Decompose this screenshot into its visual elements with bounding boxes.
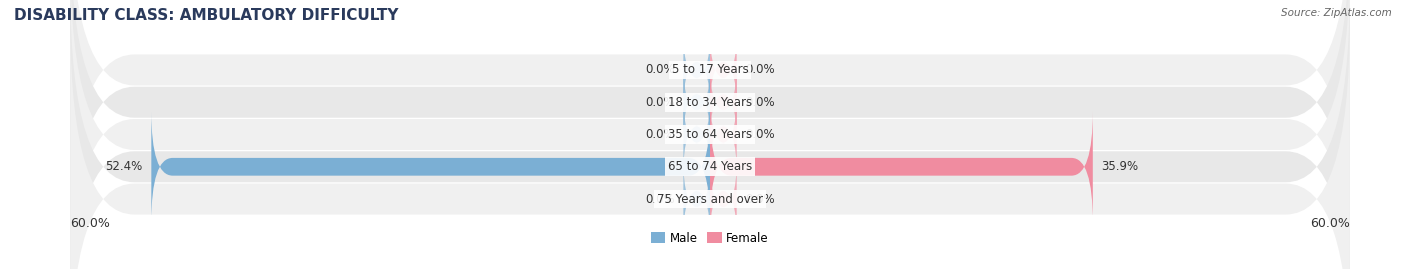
Text: 65 to 74 Years: 65 to 74 Years <box>668 160 752 173</box>
Text: 0.0%: 0.0% <box>645 128 675 141</box>
Text: Source: ZipAtlas.com: Source: ZipAtlas.com <box>1281 8 1392 18</box>
FancyBboxPatch shape <box>710 111 1092 222</box>
Text: 0.0%: 0.0% <box>745 193 775 206</box>
Text: 35.9%: 35.9% <box>1101 160 1139 173</box>
FancyBboxPatch shape <box>683 95 710 174</box>
Text: 52.4%: 52.4% <box>105 160 143 173</box>
Text: 60.0%: 60.0% <box>1310 217 1350 230</box>
FancyBboxPatch shape <box>70 21 1350 269</box>
FancyBboxPatch shape <box>683 63 710 142</box>
FancyBboxPatch shape <box>70 0 1350 248</box>
FancyBboxPatch shape <box>70 0 1350 269</box>
Text: 0.0%: 0.0% <box>745 96 775 109</box>
FancyBboxPatch shape <box>710 95 737 174</box>
Text: 0.0%: 0.0% <box>745 63 775 76</box>
FancyBboxPatch shape <box>152 111 710 222</box>
FancyBboxPatch shape <box>683 30 710 109</box>
FancyBboxPatch shape <box>70 0 1350 269</box>
Text: 0.0%: 0.0% <box>645 96 675 109</box>
FancyBboxPatch shape <box>683 160 710 239</box>
Text: 60.0%: 60.0% <box>70 217 110 230</box>
Text: 0.0%: 0.0% <box>645 193 675 206</box>
FancyBboxPatch shape <box>70 0 1350 269</box>
Text: 0.0%: 0.0% <box>645 63 675 76</box>
Text: 0.0%: 0.0% <box>745 128 775 141</box>
FancyBboxPatch shape <box>710 160 737 239</box>
FancyBboxPatch shape <box>710 63 737 142</box>
Text: 18 to 34 Years: 18 to 34 Years <box>668 96 752 109</box>
Text: 35 to 64 Years: 35 to 64 Years <box>668 128 752 141</box>
Text: 5 to 17 Years: 5 to 17 Years <box>672 63 748 76</box>
Text: 75 Years and over: 75 Years and over <box>657 193 763 206</box>
Legend: Male, Female: Male, Female <box>651 232 769 245</box>
FancyBboxPatch shape <box>710 30 737 109</box>
Text: DISABILITY CLASS: AMBULATORY DIFFICULTY: DISABILITY CLASS: AMBULATORY DIFFICULTY <box>14 8 398 23</box>
